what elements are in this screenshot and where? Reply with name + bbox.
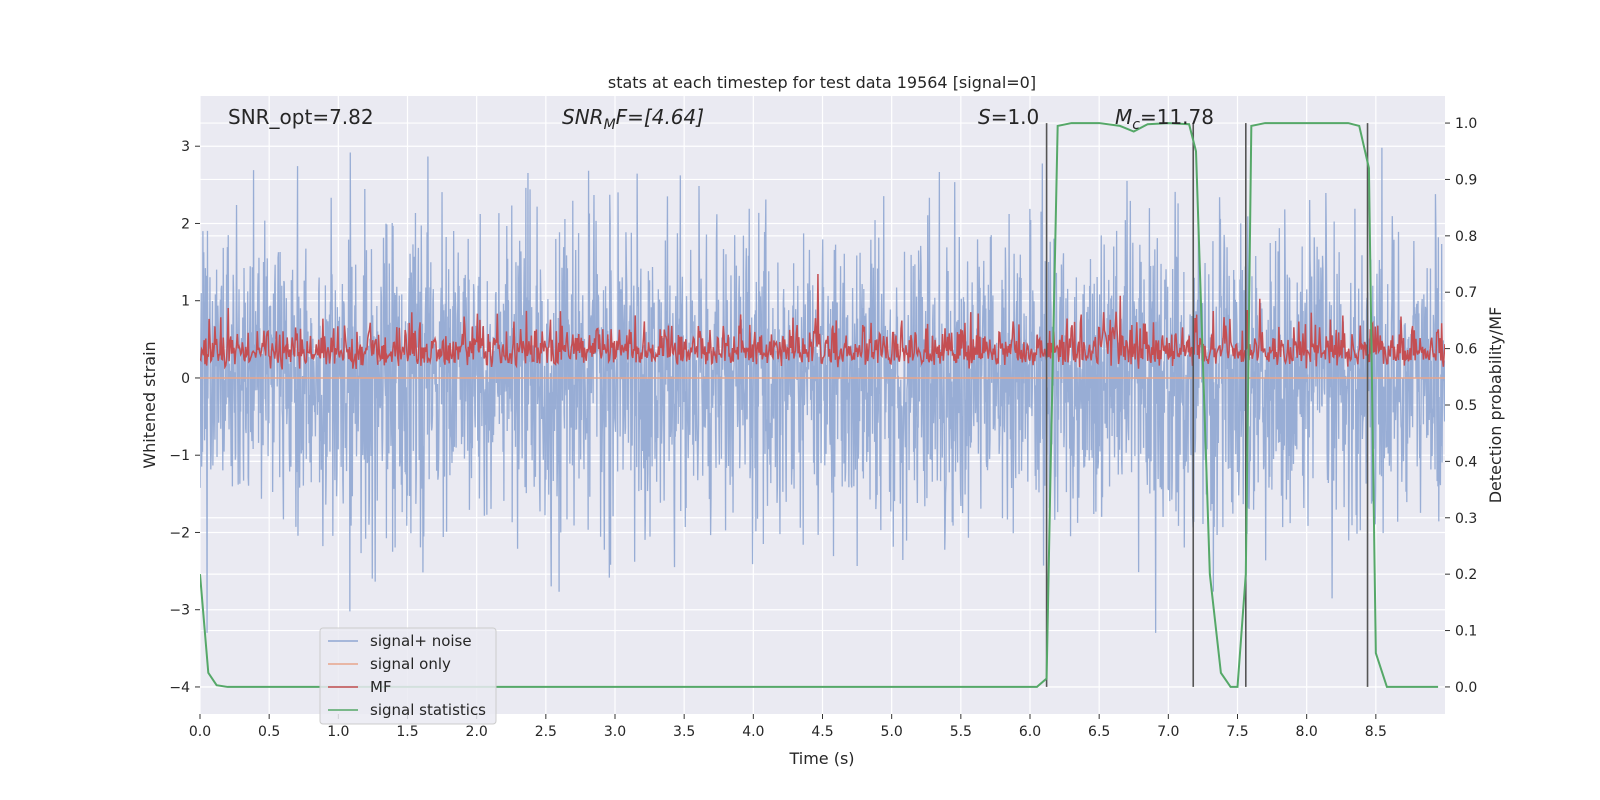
legend-label-signal-plus-noise: signal+ noise [370,632,472,650]
y-left-tick-label: 1 [181,294,190,310]
chart-title: stats at each timestep for test data 195… [608,73,1036,92]
series-signal-plus-noise [200,147,1445,633]
x-tick-label: 8.0 [1296,724,1318,740]
x-axis-ticks: 0.0 0.5 1.0 1.5 2.0 2.5 3.0 3.5 4.0 4.5 5.0 5.5 6.0 6… [189,714,1387,740]
line-signal-plus-noise [200,147,1445,633]
y-right-tick-label: 1.0 [1455,116,1477,132]
legend-box [319,627,497,725]
x-tick-label: 2.5 [535,724,557,740]
x-tick-label: 5.0 [881,724,903,740]
x-tick-label: 2.0 [466,724,488,740]
legend-label-signal-only: signal only [370,655,451,673]
x-tick-label: 6.0 [1019,724,1041,740]
x-tick-label: 5.5 [950,724,972,740]
annotation-snr-mf: SNRMF=[4.64] [562,105,704,133]
x-tick-label: 7.0 [1157,724,1179,740]
y-left-tick-label: 3 [181,139,190,155]
y-left-axis-ticks: 3 2 1 0 −1 −2 −3 −4 [169,139,200,696]
x-tick-label: 1.5 [396,724,418,740]
y-right-tick-label: 0.0 [1455,680,1477,696]
y-left-tick-label: −3 [169,603,190,619]
x-tick-label: 4.5 [811,724,833,740]
annotation-snr-opt: SNR_opt=7.82 [228,105,374,129]
y-right-tick-label: 0.8 [1455,229,1477,245]
y-left-axis-label: Whitened strain [140,341,159,468]
y-left-tick-label: −4 [169,680,190,696]
annotation-s: S=1.0 [978,105,1039,129]
x-tick-label: 0.5 [258,724,280,740]
y-right-tick-label: 0.6 [1455,342,1477,358]
y-right-tick-label: 0.3 [1455,511,1477,527]
x-tick-label: 8.5 [1365,724,1387,740]
y-right-tick-label: 0.7 [1455,285,1477,301]
y-right-tick-label: 0.1 [1455,624,1477,640]
y-left-tick-label: −1 [169,448,190,464]
detection-markers [1045,123,1369,687]
x-tick-label: 3.0 [604,724,626,740]
x-tick-label: 4.0 [742,724,764,740]
x-tick-label: 7.5 [1226,724,1248,740]
legend-label-mf: MF [370,678,392,696]
y-right-tick-label: 0.9 [1455,172,1477,188]
x-tick-label: 3.5 [673,724,695,740]
line-mf [200,274,1445,370]
x-axis-label: Time (s) [788,749,854,768]
y-right-axis-ticks: 1.0 0.9 0.8 0.7 0.6 0.5 0.4 0.3 0.2 0.1 0.0 [1445,116,1477,696]
y-right-tick-label: 0.2 [1455,567,1477,583]
legend: signal+ noise signal only MF signal stat… [319,627,497,725]
y-left-tick-label: 2 [181,216,190,232]
legend-label-signal-statistics: signal statistics [370,701,486,719]
y-right-tick-label: 0.4 [1455,454,1477,470]
series-mf [200,274,1445,370]
y-right-axis-label: Detection probability/MF [1486,307,1505,504]
y-left-tick-label: 0 [181,371,190,387]
x-tick-label: 0.0 [189,724,211,740]
annotation-mc: Mc=11.78 [1115,105,1214,133]
y-left-tick-label: −2 [169,525,190,541]
x-tick-label: 6.5 [1088,724,1110,740]
y-right-tick-label: 0.5 [1455,398,1477,414]
x-tick-label: 1.0 [327,724,349,740]
